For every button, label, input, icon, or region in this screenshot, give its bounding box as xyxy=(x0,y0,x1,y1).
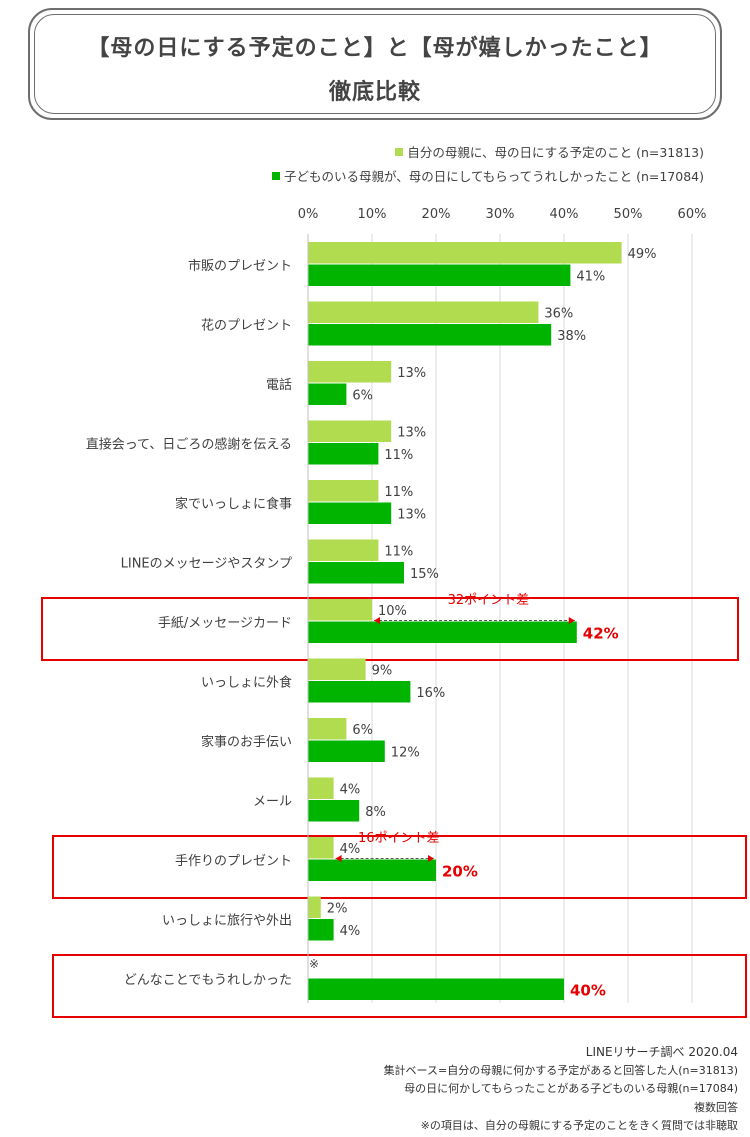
bar-series1 xyxy=(308,539,379,561)
bar-series2 xyxy=(308,919,334,941)
category-label: 家事のお手伝い xyxy=(201,734,292,750)
arrowhead-left xyxy=(374,617,380,624)
x-tick-label: 50% xyxy=(614,207,643,222)
data-label-series2: 12% xyxy=(391,746,420,761)
x-tick-label: 10% xyxy=(358,207,387,222)
bar-series1 xyxy=(308,420,392,442)
bar-series1 xyxy=(308,837,334,859)
bar-series2 xyxy=(308,740,385,762)
data-label-series1: 11% xyxy=(384,545,413,560)
legend-item-series2: 子どものいる母親が、母の日にしてもらってうれしかったこと (n=17084) xyxy=(271,166,704,185)
data-label-series1: 49% xyxy=(628,247,657,262)
arrowhead-right xyxy=(568,617,575,624)
asterisk-note: ※の項目は、自分の母親にする予定のことをきく質問では非聴取 xyxy=(420,1119,738,1132)
chart-subtitle: 徹底比較 xyxy=(328,80,421,105)
legend-item-series1: 自分の母親に、母の日にする予定のこと (n=31813) xyxy=(395,142,704,161)
x-tick-label: 0% xyxy=(298,207,319,222)
data-label-series1: 10% xyxy=(378,604,407,619)
category-label: 家でいっしょに食事 xyxy=(175,496,292,512)
bar-series2 xyxy=(308,859,436,881)
category-label: 花のプレゼント xyxy=(201,318,292,334)
bar-series2 xyxy=(308,681,411,703)
bar-chart: 0% 10% 20% 30% 40% 50% 60% 市販のプレゼント 49% 41% 花のプレゼン… xyxy=(41,207,747,1018)
category-label: 直接会って、日ごろの感謝を伝える xyxy=(86,437,292,453)
bar-series2 xyxy=(308,621,577,643)
data-label-series2: 40% xyxy=(570,982,606,1000)
title-frame-inner xyxy=(34,14,716,114)
data-label-series1: 6% xyxy=(352,723,373,738)
bar-series1 xyxy=(308,301,539,323)
highlight-frame xyxy=(52,835,747,899)
data-label-series2: 11% xyxy=(384,448,413,463)
source-note: LINEリサーチ調べ 2020.04 xyxy=(585,1045,738,1059)
data-label-series1: 13% xyxy=(397,426,426,441)
chart-title: 【母の日にする予定のこと】と【母が嬉しかったこと】 xyxy=(87,36,663,61)
bar-series2 xyxy=(308,562,404,584)
data-label-series2: 41% xyxy=(576,270,605,285)
legend-swatch-series2 xyxy=(271,172,280,180)
arrowhead-right xyxy=(428,855,434,862)
bar-series1 xyxy=(308,896,321,918)
bar-series2 xyxy=(308,324,552,346)
category-label: いっしょに外食 xyxy=(201,675,292,691)
base-note-2: 母の日に何かしてもらったことがある子どものいる母親(n=17084) xyxy=(404,1082,738,1095)
highlight-frame xyxy=(41,597,739,661)
bar-series2 xyxy=(308,383,347,405)
bar-series1 xyxy=(308,480,379,502)
data-label-series2: 16% xyxy=(416,686,445,701)
bar-series1 xyxy=(308,777,334,799)
bar-series2 xyxy=(308,800,360,822)
data-label-series1: 2% xyxy=(327,902,348,917)
bar-series1 xyxy=(308,361,392,383)
base-note-1: 集計ベース=自分の母親に何かする予定があると回答した人(n=31813) xyxy=(383,1064,738,1077)
bar-series1 xyxy=(308,599,372,621)
arrowhead-left xyxy=(335,855,342,862)
bar-series2 xyxy=(308,502,392,524)
bar-series2 xyxy=(308,264,571,286)
category-label: 市販のプレゼント xyxy=(188,258,292,274)
data-label-series2: 13% xyxy=(397,508,426,523)
bar-series1 xyxy=(308,242,622,264)
category-label: LINEのメッセージやスタンプ xyxy=(121,557,292,572)
difference-annotation: 16ポイント差 xyxy=(358,831,440,846)
multiple-answer-note: 複数回答 xyxy=(694,1101,738,1114)
data-label-series2: 38% xyxy=(557,329,586,344)
data-label-series1: ※ xyxy=(309,957,319,971)
data-label-series2: 15% xyxy=(410,567,439,582)
legend-label-series2: 子どものいる母親が、母の日にしてもらってうれしかったこと (n=17084) xyxy=(283,169,704,184)
category-label: メール xyxy=(253,795,292,810)
data-label-series2: 6% xyxy=(352,389,373,404)
data-label-series1: 4% xyxy=(340,783,361,798)
data-label-series2: 4% xyxy=(340,924,361,939)
bar-series1 xyxy=(308,718,347,740)
bar-series2 xyxy=(308,978,564,1000)
bar-series2 xyxy=(308,443,379,465)
data-label-series1: 9% xyxy=(372,664,393,679)
category-label: いっしょに旅行や外出 xyxy=(162,914,292,929)
data-label-series1: 11% xyxy=(384,485,413,500)
highlight-frame xyxy=(52,954,747,1018)
category-label: 手紙/メッセージカード xyxy=(158,616,292,631)
x-tick-label: 60% xyxy=(678,207,707,222)
legend-label-series1: 自分の母親に、母の日にする予定のこと (n=31813) xyxy=(407,145,704,160)
data-label-series2: 42% xyxy=(583,625,619,643)
data-label-series1: 36% xyxy=(544,307,573,322)
data-label-series1: 13% xyxy=(397,366,426,381)
x-tick-label: 20% xyxy=(422,207,451,222)
category-label: 電話 xyxy=(266,377,292,393)
data-label-series2: 20% xyxy=(442,863,478,881)
bar-series1 xyxy=(308,658,366,680)
category-label: 手作りのプレゼント xyxy=(175,854,292,869)
x-tick-label: 30% xyxy=(486,207,515,222)
data-label-series2: 8% xyxy=(365,805,386,820)
legend-swatch-series1 xyxy=(395,148,404,156)
difference-annotation: 32ポイント差 xyxy=(448,593,530,608)
x-tick-label: 40% xyxy=(550,207,579,222)
title-frame: 【母の日にする予定のこと】と【母が嬉しかったこと】 徹底比較 xyxy=(28,8,722,120)
data-label-series1: 4% xyxy=(340,842,361,857)
category-label: どんなことでもうれしかった xyxy=(124,973,292,988)
